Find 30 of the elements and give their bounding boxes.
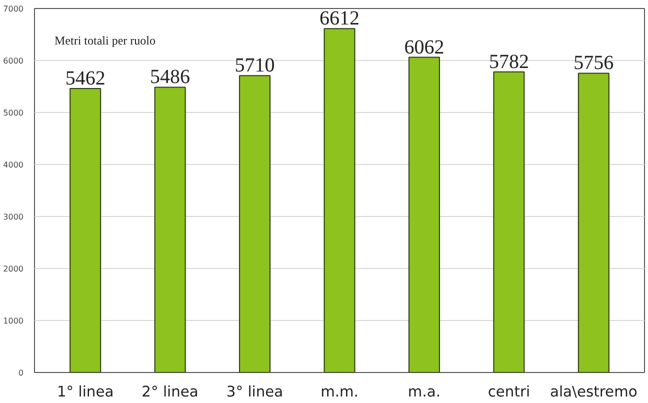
bar xyxy=(239,75,271,372)
data-label: 6062 xyxy=(404,36,444,58)
bar xyxy=(70,88,102,372)
y-tick-label: 0 xyxy=(18,368,24,378)
x-tick-label: centri xyxy=(488,384,530,400)
text: Metri totali per ruolo xyxy=(54,34,156,48)
x-tick-label: 3° linea xyxy=(226,384,284,400)
bar xyxy=(493,71,525,372)
x-tick-label: 2° linea xyxy=(142,384,198,400)
y-tick-label: 6000 xyxy=(3,56,24,66)
y-tick-label: 7000 xyxy=(3,4,24,14)
x-tick-label: ala\estremo xyxy=(550,384,638,400)
y-tick-label: 5000 xyxy=(3,108,24,118)
y-tick-label: 3000 xyxy=(3,212,24,222)
x-tick-label: 1° linea xyxy=(56,384,114,400)
data-label: 5486 xyxy=(150,66,190,88)
data-label: 5710 xyxy=(234,54,275,77)
bar xyxy=(324,28,356,372)
bar xyxy=(578,72,610,372)
data-label: 5756 xyxy=(574,52,614,74)
data-label: 5782 xyxy=(488,50,529,73)
x-tick-label: m.a. xyxy=(408,384,441,400)
y-tick-label: 2000 xyxy=(3,264,24,274)
data-label: 6612 xyxy=(320,8,360,30)
data-label: 5462 xyxy=(65,67,106,90)
y-tick-label: 1000 xyxy=(3,316,24,326)
y-tick-label: 4000 xyxy=(3,160,24,170)
bar xyxy=(154,86,186,372)
x-tick-label: m.m. xyxy=(320,384,358,400)
bar xyxy=(408,56,440,372)
